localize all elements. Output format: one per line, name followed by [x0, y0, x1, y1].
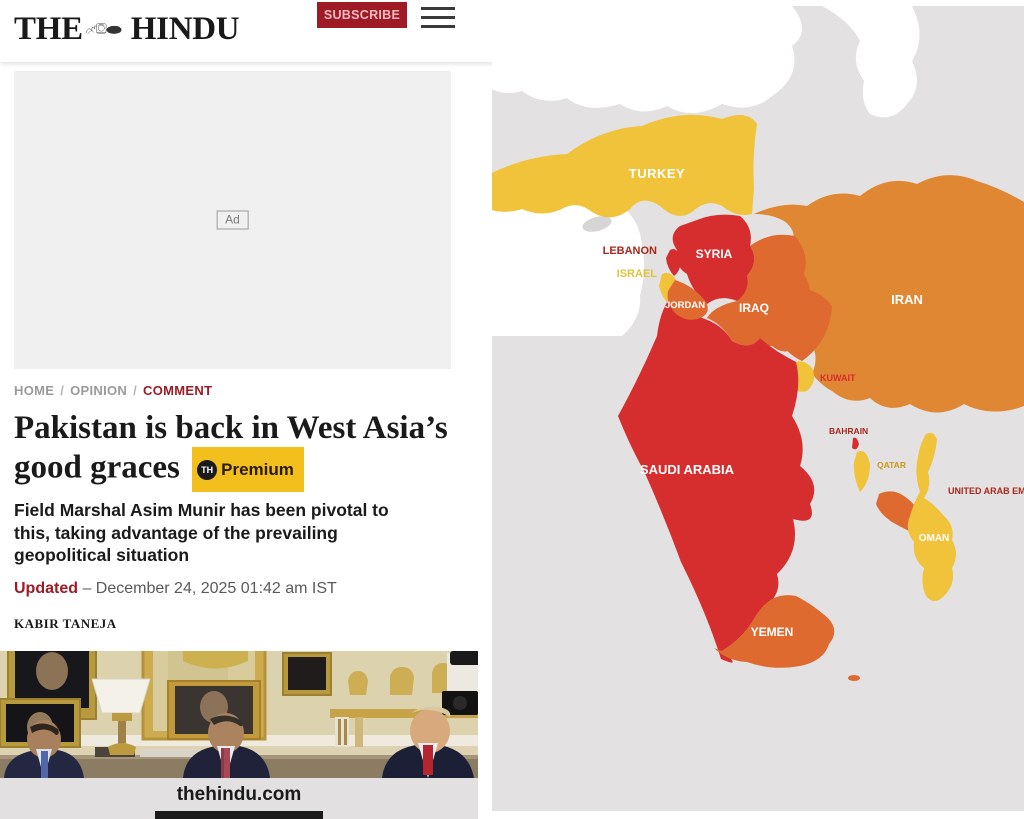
svg-text:QATAR: QATAR — [877, 460, 906, 470]
svg-text:LEBANON: LEBANON — [603, 245, 657, 257]
svg-text:IRAN: IRAN — [891, 292, 923, 307]
svg-text:IRAQ: IRAQ — [739, 301, 769, 315]
svg-text:OMAN: OMAN — [919, 533, 950, 544]
svg-text:SAUDI ARABIA: SAUDI ARABIA — [640, 462, 735, 477]
svg-text:ISRAEL: ISRAEL — [617, 268, 658, 280]
svg-text:UNITED ARAB EMIRATES: UNITED ARAB EMIRATES — [948, 486, 1024, 496]
svg-text:JORDAN: JORDAN — [665, 300, 705, 311]
svg-text:SYRIA: SYRIA — [696, 247, 733, 261]
svg-text:BAHRAIN: BAHRAIN — [829, 426, 868, 436]
svg-text:YEMEN: YEMEN — [751, 625, 794, 639]
svg-text:KUWAIT: KUWAIT — [820, 373, 856, 383]
svg-text:TURKEY: TURKEY — [629, 166, 685, 181]
